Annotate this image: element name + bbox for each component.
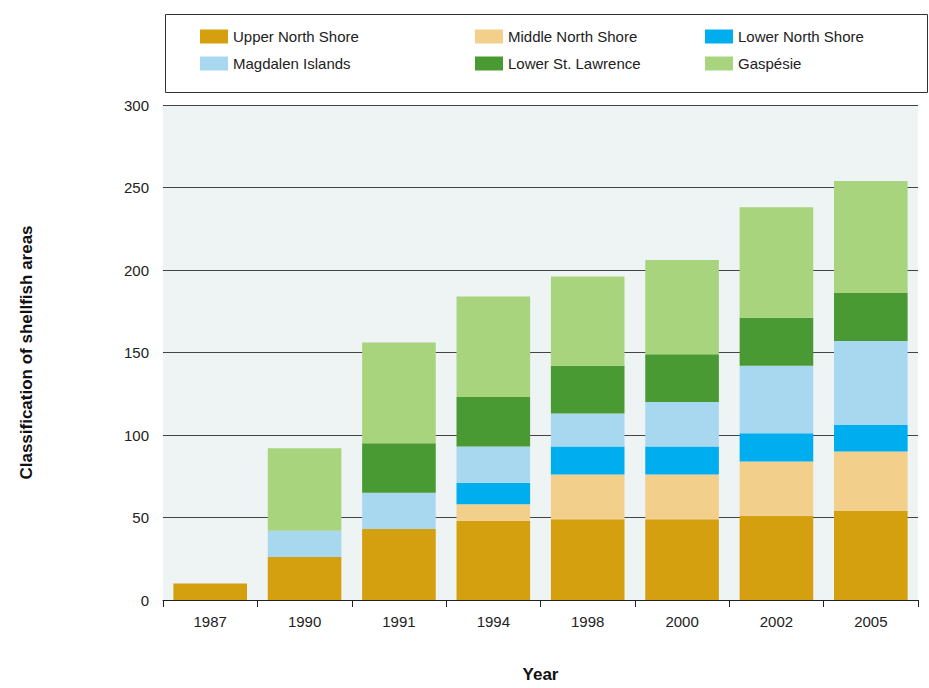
svg-text:200: 200 — [124, 262, 149, 279]
svg-text:1987: 1987 — [194, 613, 227, 630]
svg-text:250: 250 — [124, 179, 149, 196]
svg-text:1990: 1990 — [288, 613, 321, 630]
svg-text:Lower North Shore: Lower North Shore — [738, 28, 864, 45]
svg-text:Magdalen Islands: Magdalen Islands — [233, 55, 351, 72]
svg-text:1998: 1998 — [571, 613, 604, 630]
svg-text:1991: 1991 — [382, 613, 415, 630]
svg-text:300: 300 — [124, 97, 149, 114]
svg-text:150: 150 — [124, 344, 149, 361]
svg-text:2005: 2005 — [854, 613, 887, 630]
svg-text:1994: 1994 — [477, 613, 510, 630]
svg-text:Middle North Shore: Middle North Shore — [508, 28, 637, 45]
svg-text:Classification of shellfish ar: Classification of shellfish areas — [17, 225, 36, 479]
svg-text:50: 50 — [132, 509, 149, 526]
svg-text:Upper North Shore: Upper North Shore — [233, 28, 359, 45]
svg-text:Lower St. Lawrence: Lower St. Lawrence — [508, 55, 641, 72]
svg-text:Gaspésie: Gaspésie — [738, 55, 801, 72]
svg-text:0: 0 — [141, 592, 149, 609]
svg-text:2000: 2000 — [665, 613, 698, 630]
svg-text:Year: Year — [523, 665, 559, 684]
svg-text:100: 100 — [124, 427, 149, 444]
svg-text:2002: 2002 — [760, 613, 793, 630]
